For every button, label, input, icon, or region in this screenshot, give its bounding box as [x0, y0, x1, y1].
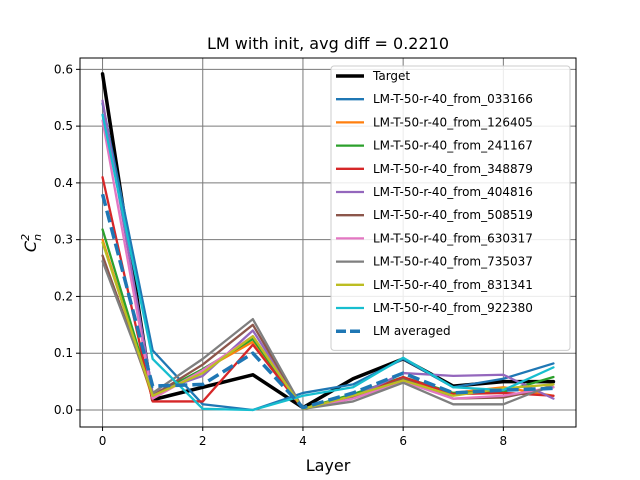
- legend-label: LM-T-50-r-40_from_126405: [373, 115, 533, 129]
- x-tick-label: 6: [399, 434, 407, 448]
- legend-label: LM averaged: [373, 324, 451, 338]
- plot-area-frame: [79, 57, 577, 428]
- x-tick-label: 2: [199, 434, 207, 448]
- legend-label: LM-T-50-r-40_from_241167: [373, 139, 533, 153]
- legend-label: LM-T-50-r-40_from_630317: [373, 231, 533, 245]
- legend-box: [330, 65, 571, 351]
- y-tick-label: 0.3: [54, 233, 73, 247]
- legend-label: Target: [372, 69, 410, 83]
- y-axis-label-sup: 2: [19, 234, 32, 241]
- y-tick-label: 0.5: [54, 119, 73, 133]
- x-tick-label: 0: [99, 434, 107, 448]
- y-axis-label-text: C2n: [19, 234, 44, 252]
- y-tick-label: 0.1: [54, 346, 73, 360]
- legend-label: LM-T-50-r-40_from_922380: [373, 301, 533, 315]
- legend: Target LM-T-50-r-40_from_033166 LM-T-50-r-…: [330, 65, 571, 351]
- legend-label: LM-T-50-r-40_from_348879: [373, 162, 533, 176]
- legend-label: LM-T-50-r-40_from_831341: [373, 278, 533, 292]
- legend-label: LM-T-50-r-40_from_033166: [373, 92, 533, 106]
- y-tick-label: 0.6: [54, 62, 73, 76]
- legend-label: LM-T-50-r-40_from_404816: [373, 185, 533, 199]
- y-tick-label: 0.2: [54, 289, 73, 303]
- axis-ticks: 0 2 4 6 8 0.0 0.1 0.2 0.3 0.4 0.5 0.6: [54, 62, 507, 448]
- y-axis-label-main: C: [21, 240, 40, 252]
- series-line-run-8: [101, 260, 555, 410]
- y-tick-label: 0.0: [54, 403, 73, 417]
- x-tick-label: 4: [299, 434, 307, 448]
- chart-title: LM with init, avg diff = 0.2210: [207, 34, 449, 53]
- y-tick-label: 0.4: [54, 176, 73, 190]
- series-line-run-1: [101, 102, 555, 412]
- legend-label: LM-T-50-r-40_from_735037: [373, 255, 533, 269]
- series-lines: [100, 72, 556, 412]
- x-axis-label: Layer: [306, 456, 351, 475]
- y-axis-label: C2n: [19, 234, 44, 252]
- legend-label: LM-T-50-r-40_from_508519: [373, 208, 533, 222]
- series-line-lm-averaged: [100, 193, 554, 410]
- y-axis-label-sub: n: [31, 234, 44, 241]
- x-tick-label: 8: [500, 434, 508, 448]
